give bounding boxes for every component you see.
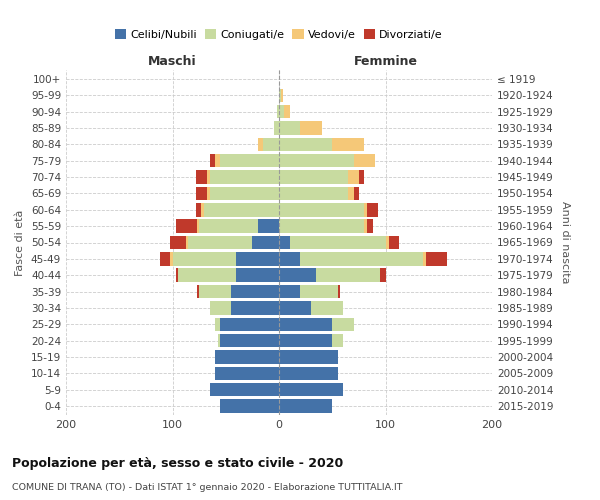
Bar: [215, 350, 279, 364]
Bar: [279, 88, 281, 102]
Legend: Celibi/Nubili, Coniugati/e, Vedovi/e, Divorziati/e: Celibi/Nubili, Coniugati/e, Vedovi/e, Di…: [113, 28, 445, 42]
Bar: [253, 236, 279, 249]
Bar: [220, 318, 279, 331]
Bar: [205, 203, 279, 216]
Bar: [220, 334, 279, 347]
Bar: [332, 318, 353, 331]
Bar: [353, 154, 375, 168]
Bar: [338, 285, 340, 298]
Bar: [279, 186, 348, 200]
Bar: [353, 186, 359, 200]
Y-axis label: Fasce di età: Fasce di età: [16, 210, 25, 276]
Bar: [279, 236, 290, 249]
Bar: [236, 268, 279, 282]
Bar: [279, 334, 332, 347]
Bar: [160, 252, 170, 266]
Bar: [348, 186, 353, 200]
Bar: [206, 186, 210, 200]
Bar: [220, 154, 279, 168]
Bar: [279, 383, 343, 396]
Text: Maschi: Maschi: [148, 56, 197, 68]
Bar: [316, 268, 380, 282]
Bar: [279, 318, 332, 331]
Bar: [258, 220, 279, 233]
Bar: [196, 170, 206, 184]
Bar: [301, 252, 423, 266]
Bar: [199, 285, 231, 298]
Bar: [281, 88, 283, 102]
Bar: [263, 138, 279, 151]
Bar: [279, 268, 316, 282]
Bar: [197, 285, 199, 298]
Bar: [215, 318, 220, 331]
Bar: [258, 138, 263, 151]
Bar: [210, 170, 279, 184]
Bar: [290, 236, 386, 249]
Bar: [279, 170, 348, 184]
Bar: [176, 268, 178, 282]
Bar: [199, 220, 258, 233]
Bar: [170, 252, 173, 266]
Bar: [389, 236, 400, 249]
Bar: [170, 236, 187, 249]
Bar: [197, 220, 199, 233]
Bar: [176, 220, 197, 233]
Bar: [359, 170, 364, 184]
Bar: [364, 203, 367, 216]
Bar: [367, 203, 378, 216]
Text: Femmine: Femmine: [353, 56, 418, 68]
Bar: [279, 400, 332, 412]
Bar: [279, 105, 284, 118]
Bar: [231, 301, 279, 314]
Bar: [279, 154, 353, 168]
Bar: [279, 252, 301, 266]
Bar: [215, 366, 279, 380]
Bar: [188, 236, 253, 249]
Bar: [187, 236, 188, 249]
Bar: [284, 105, 290, 118]
Y-axis label: Anni di nascita: Anni di nascita: [560, 201, 570, 284]
Bar: [279, 350, 338, 364]
Bar: [215, 154, 220, 168]
Bar: [210, 301, 231, 314]
Bar: [206, 170, 210, 184]
Text: Popolazione per età, sesso e stato civile - 2020: Popolazione per età, sesso e stato civil…: [12, 458, 343, 470]
Bar: [231, 285, 279, 298]
Bar: [210, 383, 279, 396]
Bar: [196, 186, 206, 200]
Bar: [279, 122, 301, 134]
Bar: [423, 252, 426, 266]
Bar: [210, 154, 215, 168]
Bar: [220, 400, 279, 412]
Bar: [279, 285, 301, 298]
Bar: [301, 285, 338, 298]
Bar: [279, 220, 364, 233]
Bar: [279, 138, 332, 151]
Bar: [178, 268, 236, 282]
Bar: [380, 268, 386, 282]
Bar: [201, 203, 205, 216]
Bar: [210, 186, 279, 200]
Bar: [279, 301, 311, 314]
Bar: [386, 236, 389, 249]
Bar: [367, 220, 373, 233]
Bar: [311, 301, 343, 314]
Bar: [277, 105, 279, 118]
Bar: [348, 170, 359, 184]
Bar: [426, 252, 447, 266]
Bar: [196, 203, 201, 216]
Bar: [279, 366, 338, 380]
Bar: [279, 203, 364, 216]
Bar: [332, 138, 364, 151]
Bar: [301, 122, 322, 134]
Bar: [218, 334, 220, 347]
Bar: [173, 252, 236, 266]
Bar: [274, 122, 279, 134]
Bar: [236, 252, 279, 266]
Bar: [364, 220, 367, 233]
Text: COMUNE DI TRANA (TO) - Dati ISTAT 1° gennaio 2020 - Elaborazione TUTTITALIA.IT: COMUNE DI TRANA (TO) - Dati ISTAT 1° gen…: [12, 484, 403, 492]
Bar: [332, 334, 343, 347]
